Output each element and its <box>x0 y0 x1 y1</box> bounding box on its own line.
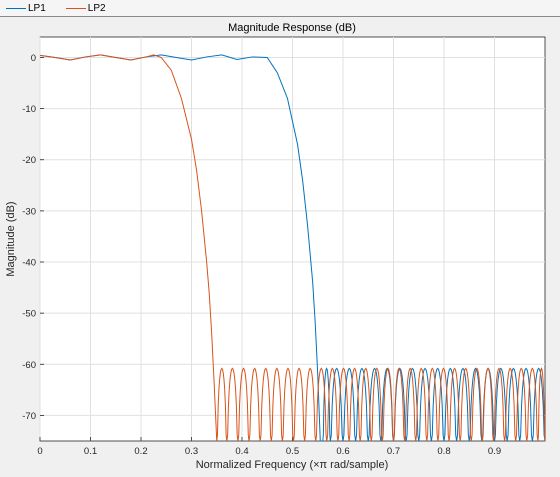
x-tick-label: 0.4 <box>235 446 248 457</box>
y-axis-label: Magnitude (dB) <box>5 201 17 276</box>
x-tick-label: 0 <box>37 446 42 457</box>
series-group <box>40 54 545 441</box>
x-tick-label: 0.7 <box>387 446 400 457</box>
x-axis-label: Normalized Frequency (×π rad/sample) <box>196 459 389 471</box>
y-tick-label: -60 <box>22 360 36 371</box>
x-tick-label: 0.1 <box>84 446 97 457</box>
y-tick-label: -50 <box>22 309 36 320</box>
legend-label-lp1: LP1 <box>28 2 46 14</box>
y-tick-label: -10 <box>22 104 36 115</box>
legend-entry-lp1[interactable]: LP1 <box>6 3 46 14</box>
legend-swatch-lp1 <box>6 7 26 9</box>
x-tick-label: 0.6 <box>336 446 349 457</box>
x-tick-label: 0.8 <box>437 446 450 457</box>
legend: LP1 LP2 <box>0 0 560 17</box>
series-line-lp2 <box>40 54 545 441</box>
legend-entry-lp2[interactable]: LP2 <box>65 2 106 14</box>
series-line-lp1 <box>40 54 545 441</box>
y-tick-label: -40 <box>22 258 36 269</box>
chart-title: Magnitude Response (dB) <box>228 22 356 34</box>
x-tick-label: 0.3 <box>185 446 198 457</box>
x-ticks: 0 0.1 0.2 0.3 0.4 0.5 0.6 0.7 0.8 0.9 <box>37 437 501 457</box>
y-tick-label: -20 <box>22 155 36 166</box>
y-tick-label: -70 <box>22 411 36 422</box>
x-tick-label: 0.2 <box>134 446 147 457</box>
x-tick-label: 0.9 <box>488 446 501 457</box>
x-tick-label: 0.5 <box>286 446 299 457</box>
legend-label-lp2: LP2 <box>87 2 106 14</box>
y-tick-label: 0 <box>31 53 36 64</box>
y-tick-label: -30 <box>22 206 36 217</box>
y-ticks: 0 -10 -20 -30 -40 -50 -60 -70 <box>22 53 44 422</box>
legend-swatch-lp2 <box>65 7 86 9</box>
